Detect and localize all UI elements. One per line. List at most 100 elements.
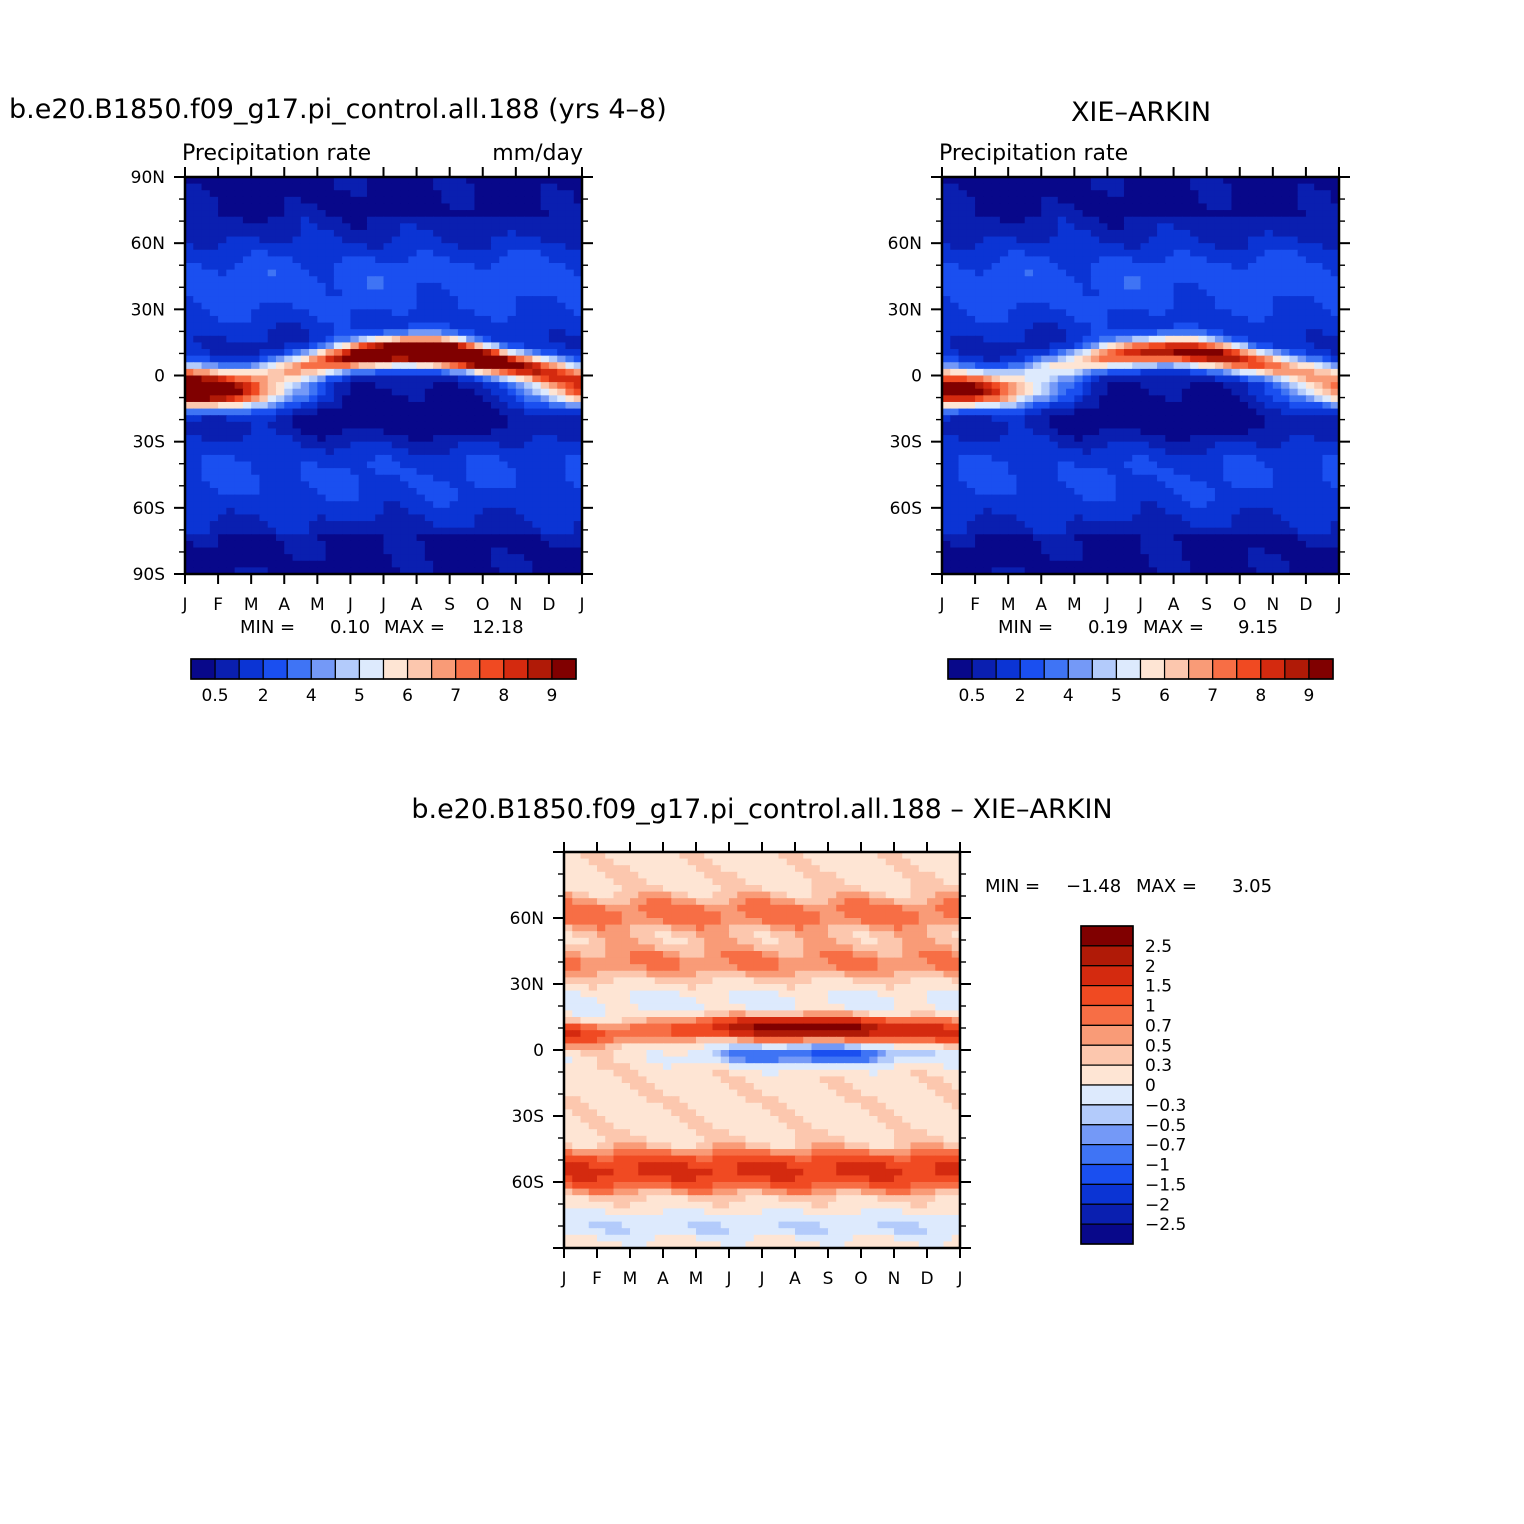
model-field-cell <box>383 540 393 549</box>
model-field-cell <box>457 342 467 350</box>
obs-field-cell <box>1115 448 1125 456</box>
obs-field-cell <box>999 382 1009 390</box>
obs-field-cell <box>1008 210 1018 218</box>
model-field-cell <box>482 428 492 436</box>
model-field-cell <box>400 375 409 383</box>
obs-field-cell <box>1066 315 1075 324</box>
model-field-cell <box>515 183 525 191</box>
obs-field-cell <box>1231 355 1241 363</box>
model-field-cell <box>251 249 261 257</box>
model-field-cell <box>491 342 500 350</box>
model-field-cell <box>565 388 575 396</box>
model-field-cell <box>499 203 509 211</box>
model-field-cell <box>259 256 269 264</box>
obs-field-cell <box>1173 177 1183 185</box>
model-field-cell <box>565 256 575 264</box>
model-field-cell <box>408 368 418 377</box>
obs-field-cell <box>1256 355 1266 363</box>
obs-field-cell <box>1322 441 1332 449</box>
model-field-cell <box>366 567 376 574</box>
model-field-cell <box>474 335 484 344</box>
obs-field-cell <box>1016 362 1026 370</box>
obs-field-cell <box>1107 309 1117 317</box>
model-field-cell <box>441 342 451 350</box>
model-field-cell <box>491 368 500 377</box>
obs-field-cell <box>1198 190 1208 198</box>
model-field-cell <box>441 375 451 383</box>
obs-field-cell <box>950 395 960 403</box>
model-field-cell <box>300 223 310 231</box>
model-field-cell <box>218 468 227 476</box>
model-field-cell <box>342 315 352 324</box>
obs-field-cell <box>1289 428 1299 436</box>
model-field-cell <box>292 177 302 185</box>
model-field-cell <box>185 329 194 337</box>
model-field-cell <box>185 441 194 449</box>
obs-field-cell <box>983 421 993 430</box>
obs-field-cell <box>958 375 968 383</box>
obs-field-cell <box>991 349 1001 357</box>
obs-field-cell <box>991 236 1001 244</box>
model-field-cell <box>242 560 252 568</box>
obs-field-cell <box>1123 448 1133 456</box>
obs-field-cell <box>1314 375 1324 383</box>
obs-field-cell <box>1157 203 1166 211</box>
model-field-cell <box>441 521 451 529</box>
obs-field-cell <box>1223 355 1233 363</box>
model-field-cell <box>491 349 500 357</box>
model-field-cell <box>474 223 484 231</box>
obs-field-cell <box>1157 362 1166 370</box>
model-field-cell <box>491 474 500 482</box>
model-field-cell <box>209 190 219 198</box>
obs-field-cell <box>1248 362 1257 370</box>
obs-field-cell <box>1272 441 1282 449</box>
obs-field-cell <box>1132 355 1142 363</box>
obs-field-cell <box>1281 196 1290 205</box>
obs-field-cell <box>1107 368 1117 377</box>
model-field-cell <box>185 355 194 363</box>
model-field-cell <box>342 329 352 337</box>
model-field-cell <box>557 276 567 284</box>
model-field-cell <box>491 487 500 496</box>
model-field-cell <box>540 448 550 456</box>
obs-field-cell <box>1223 216 1233 224</box>
model-field-cell <box>234 216 244 224</box>
obs-field-cell <box>1066 177 1075 185</box>
model-field-cell <box>466 395 476 403</box>
model-field-cell <box>333 309 343 317</box>
model-field-cell <box>275 289 285 297</box>
model-field-cell <box>292 322 302 330</box>
obs-field-cell <box>1198 375 1208 383</box>
obs-field-cell <box>1140 362 1150 370</box>
obs-field-cell <box>1016 408 1026 416</box>
model-field-cell <box>193 514 203 522</box>
model-field-cell <box>342 448 352 456</box>
obs-field-cell <box>1041 243 1051 251</box>
model-field-cell <box>309 276 318 284</box>
model-field-cell <box>383 322 393 330</box>
model-field-cell <box>342 362 352 370</box>
obs-field-cell <box>1115 309 1125 317</box>
model-field-cell <box>573 388 582 396</box>
model-field-cell <box>300 507 310 516</box>
model-field-cell <box>209 355 219 363</box>
obs-field-cell <box>1090 368 1100 377</box>
obs-field-cell <box>1206 276 1216 284</box>
model-field-cell <box>474 468 484 476</box>
obs-field-cell <box>991 203 1001 211</box>
model-field-cell <box>400 540 409 549</box>
obs-field-cell <box>1074 395 1084 403</box>
obs-field-cell <box>1214 335 1224 344</box>
obs-field-cell <box>1239 441 1249 449</box>
obs-field-cell <box>950 309 960 317</box>
model-field-cell <box>226 269 236 277</box>
obs-field-cell <box>1099 302 1109 310</box>
model-field-cell <box>424 428 434 436</box>
model-field-cell <box>358 521 368 529</box>
model-field-cell <box>350 527 360 535</box>
obs-field-cell <box>1165 342 1175 350</box>
model-field-cell <box>300 342 310 350</box>
model-field-cell <box>342 567 352 574</box>
obs-field-cell <box>1214 263 1224 271</box>
model-field-cell <box>259 190 269 198</box>
